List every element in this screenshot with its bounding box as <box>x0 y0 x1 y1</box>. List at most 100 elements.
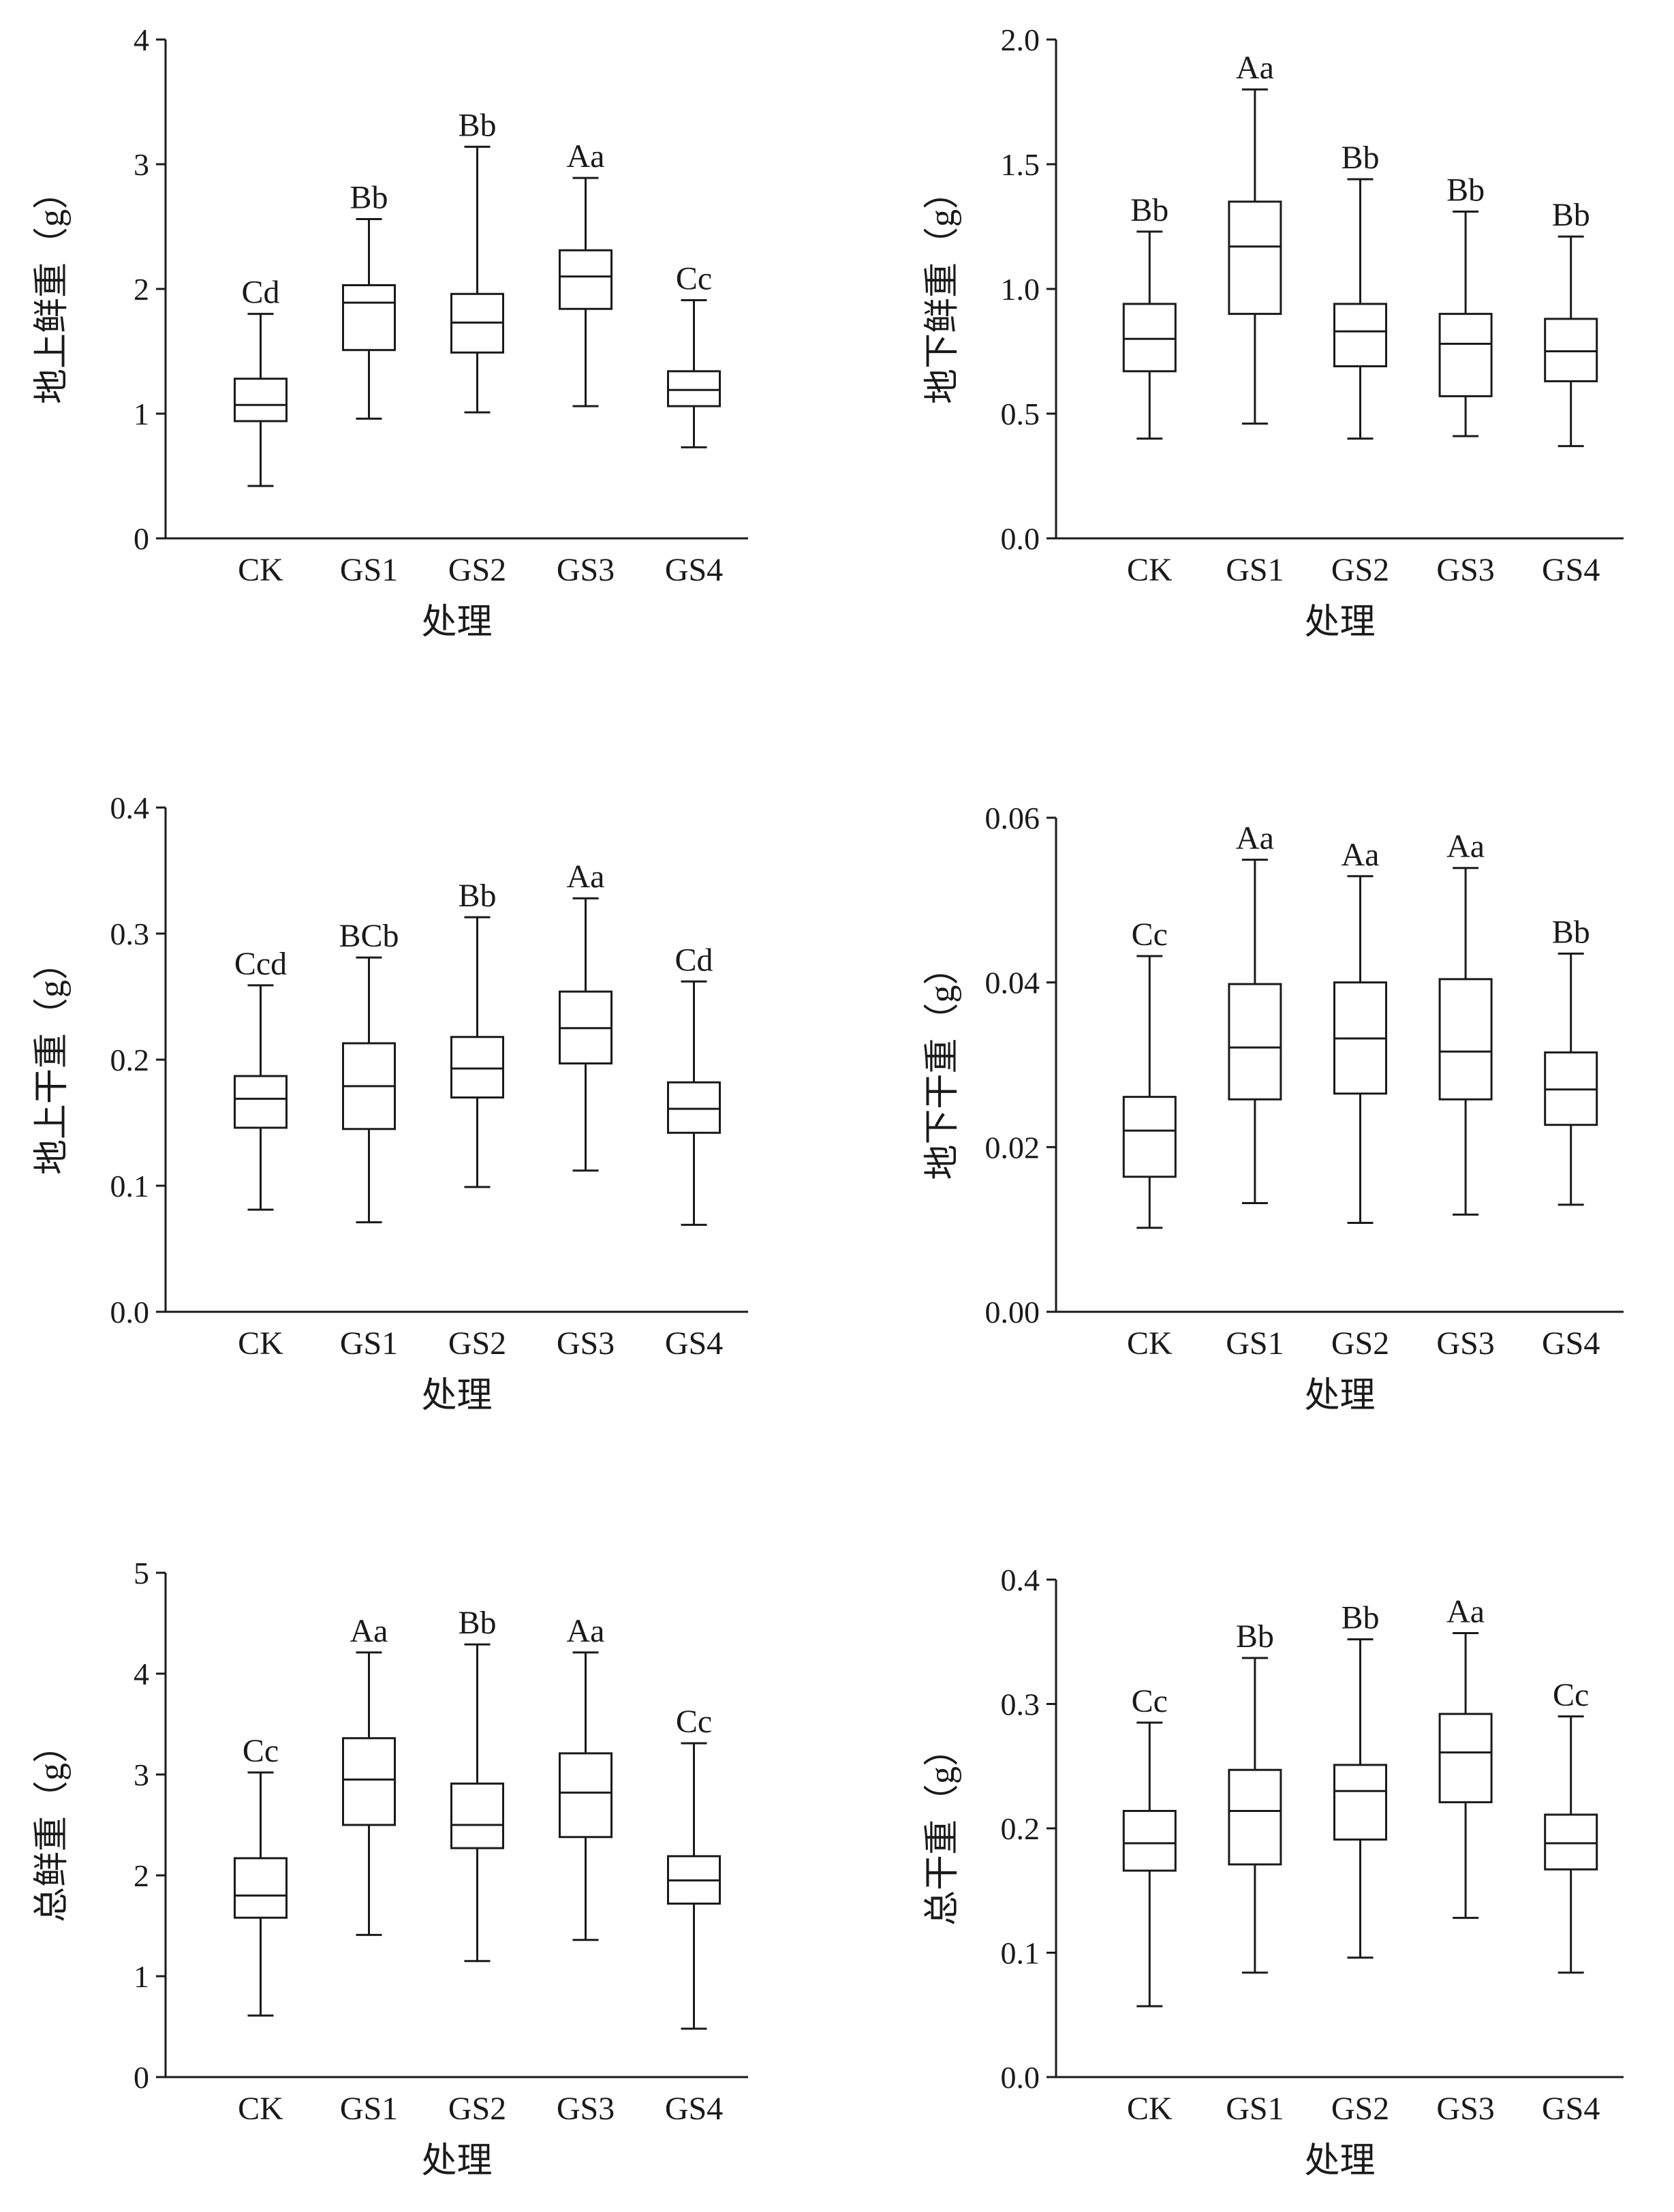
x-axis-title: 处理 <box>1304 1377 1375 1415</box>
iqr-box <box>667 1081 721 1134</box>
iqr-box <box>1333 1764 1387 1841</box>
y-tick-label: 0 <box>134 2060 149 2095</box>
box-gs1: Bb <box>342 180 396 420</box>
x-tick-label: GS1 <box>340 1325 398 1362</box>
y-tick-label: 0.3 <box>1001 1687 1040 1722</box>
box-gs3: Aa <box>1438 829 1493 1216</box>
box-gs2: Bb <box>1333 1600 1387 1959</box>
iqr-box <box>450 1782 504 1849</box>
box-gs4: Cd <box>667 942 721 1226</box>
x-tick-label: GS1 <box>340 552 398 588</box>
significance-label: Cc <box>676 1704 712 1740</box>
box-gs3: Bb <box>1438 172 1493 437</box>
x-tick-label: GS1 <box>1226 2091 1284 2127</box>
x-tick-label: GS4 <box>665 552 723 588</box>
significance-label: Bb <box>458 1605 496 1641</box>
x-tick-label: GS4 <box>665 1325 723 1362</box>
box-ck: Cd <box>234 275 288 487</box>
y-axis-title: 地上鲜重（g） <box>33 174 72 404</box>
x-tick-label: GS1 <box>340 2091 398 2127</box>
significance-label: Bb <box>1130 192 1168 228</box>
y-axis-title: 总鲜重（g） <box>33 1727 72 1922</box>
y-tick-label: 0.2 <box>110 1043 150 1077</box>
y-tick-label: 0.00 <box>985 1295 1040 1330</box>
y-tick-label: 4 <box>134 1657 149 1691</box>
box-gs3: Aa <box>559 138 613 408</box>
x-tick-label: GS2 <box>1331 552 1389 588</box>
x-tick-label: GS3 <box>557 1325 615 1362</box>
iqr-box <box>1438 313 1493 397</box>
x-tick-label: CK <box>1127 1325 1173 1362</box>
iqr-box <box>450 1036 504 1099</box>
iqr-box <box>1544 318 1598 382</box>
y-tick-label: 0.4 <box>110 790 150 825</box>
significance-label: Aa <box>1236 50 1274 86</box>
x-tick-label: CK <box>1127 552 1173 588</box>
x-axis-title: 处理 <box>421 603 492 642</box>
x-tick-label: GS1 <box>1226 1325 1284 1362</box>
x-tick-label: GS3 <box>1436 1325 1494 1362</box>
y-tick-label: 5 <box>134 1556 149 1591</box>
significance-label: Bb <box>1236 1618 1274 1655</box>
chart-panel-3: 0.0 0.1 0.2 0.3 0.4 Ccd CK BCb GS1 Bb GS2 Aa GS3 Cd GS… <box>33 790 748 1415</box>
significance-label: Bb <box>350 180 388 216</box>
iqr-box <box>559 249 613 310</box>
x-tick-label: GS4 <box>1542 2091 1600 2127</box>
box-gs4: Cc <box>1544 1677 1598 1974</box>
y-tick-label: 0.0 <box>1001 521 1040 556</box>
x-tick-label: CK <box>238 1325 283 1362</box>
chart-panel-5: 0 1 2 3 4 5 Cc CK Aa GS1 Bb GS2 Aa GS3 Cc GS4 处理 总鲜重（g） <box>33 1556 748 2181</box>
box-ck: Ccd <box>234 946 288 1211</box>
iqr-box <box>234 1857 288 1919</box>
y-tick-label: 2 <box>134 272 149 307</box>
y-tick-label: 3 <box>134 147 149 182</box>
box-gs3: Aa <box>1438 1593 1493 1919</box>
significance-label: Aa <box>567 138 605 174</box>
y-tick-label: 0.2 <box>1001 1811 1040 1846</box>
iqr-box <box>1544 1813 1598 1871</box>
box-gs1: Aa <box>342 1613 396 1936</box>
significance-label: Bb <box>458 107 496 143</box>
y-tick-label: 4 <box>134 22 149 57</box>
box-ck: Cc <box>234 1733 288 2017</box>
x-tick-label: GS2 <box>1331 2091 1389 2127</box>
y-tick-label: 2 <box>134 1858 149 1893</box>
x-tick-label: CK <box>238 552 283 588</box>
x-tick-label: GS3 <box>1436 552 1494 588</box>
x-tick-label: GS2 <box>448 2091 506 2127</box>
iqr-box <box>1438 978 1493 1101</box>
iqr-box <box>1122 303 1177 373</box>
y-tick-label: 0.0 <box>1001 2060 1040 2095</box>
x-tick-label: GS2 <box>1331 1325 1389 1362</box>
x-tick-label: GS3 <box>1436 2091 1494 2127</box>
iqr-box <box>342 1737 396 1826</box>
iqr-box <box>1228 983 1282 1101</box>
iqr-box <box>1438 1712 1493 1804</box>
y-tick-label: 3 <box>134 1757 149 1792</box>
y-tick-label: 1 <box>134 1959 149 1994</box>
x-tick-label: GS3 <box>557 552 615 588</box>
iqr-box <box>1228 1768 1282 1866</box>
iqr-box <box>1333 303 1387 367</box>
significance-label: Cc <box>1553 1677 1589 1713</box>
y-tick-label: 0 <box>134 521 149 556</box>
iqr-box <box>559 1752 613 1839</box>
significance-label: Bb <box>458 878 496 914</box>
significance-label: Bb <box>1341 140 1379 176</box>
iqr-box <box>1122 1809 1177 1872</box>
iqr-box <box>342 284 396 352</box>
box-gs1: BCb <box>339 918 399 1224</box>
iqr-box <box>1122 1096 1177 1178</box>
y-axis-title: 地下鲜重（g） <box>923 174 962 404</box>
significance-label: Bb <box>1552 914 1590 950</box>
significance-label: Aa <box>567 859 605 895</box>
y-tick-label: 0.1 <box>110 1169 150 1203</box>
box-gs3: Aa <box>559 859 613 1172</box>
box-gs2: Bb <box>450 878 504 1188</box>
box-gs2: Bb <box>450 107 504 414</box>
iqr-box <box>234 1075 288 1129</box>
significance-label: Aa <box>350 1613 388 1649</box>
box-gs2: Aa <box>1333 837 1387 1224</box>
x-tick-label: GS3 <box>557 2091 615 2127</box>
